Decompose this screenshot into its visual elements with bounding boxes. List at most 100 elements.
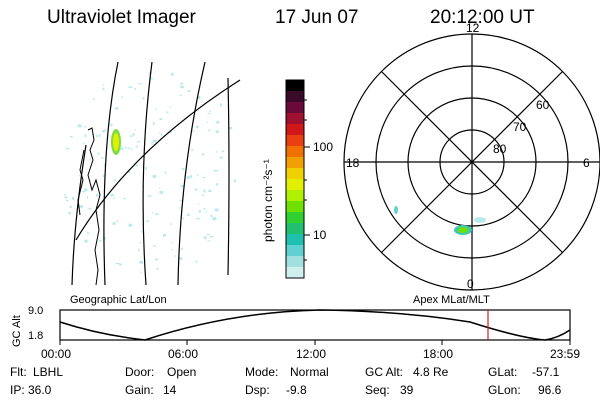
speckle: [123, 197, 126, 200]
speckle: [84, 239, 88, 243]
speckle: [83, 126, 87, 128]
time-label: 20:12:00 UT: [430, 7, 535, 28]
speckle: [128, 223, 133, 227]
speckle: [110, 123, 113, 127]
speckle: [152, 122, 155, 125]
speckle: [103, 84, 105, 86]
speckle: [181, 247, 183, 250]
speckle: [212, 217, 217, 221]
colorbar-stripe: [286, 157, 304, 169]
status-ip-label: IP:: [10, 383, 25, 397]
speckle: [213, 170, 217, 172]
speckle: [135, 145, 139, 148]
speckle: [66, 200, 69, 202]
status-flt-value: LBHL: [33, 365, 64, 379]
speckle: [169, 106, 172, 108]
speckle: [208, 129, 211, 132]
status-ip-value: 36.0: [28, 383, 52, 397]
speckle: [164, 171, 167, 174]
speckle: [171, 248, 173, 251]
speckle: [72, 197, 75, 200]
speckle: [138, 248, 140, 252]
colorbar-stripe: [286, 102, 304, 114]
speckle: [179, 257, 183, 260]
status-mode-label: Mode:: [245, 365, 279, 379]
speckle: [137, 83, 142, 85]
speckle: [101, 157, 104, 159]
colorbar: [285, 79, 310, 279]
speckle: [197, 96, 201, 99]
speckle: [203, 236, 207, 240]
speckle: [171, 242, 174, 244]
speckle: [114, 107, 119, 110]
speckle: [182, 168, 185, 170]
status-gain-label: Gain:: [125, 383, 154, 397]
speckle: [155, 213, 159, 215]
speckle: [174, 255, 176, 257]
speckle: [87, 232, 89, 235]
speckle: [180, 82, 183, 85]
speckle: [228, 215, 231, 217]
lat-label-60: 60: [536, 98, 550, 112]
speckle: [136, 164, 139, 167]
speckle: [89, 158, 91, 161]
speckle: [110, 194, 114, 197]
speckle: [195, 217, 200, 220]
speckle: [65, 148, 70, 150]
speckle: [209, 235, 214, 238]
colorbar-unit-label: photon cm⁻²s⁻¹: [261, 159, 275, 242]
status-seq-label: Seq:: [365, 383, 390, 397]
speckle: [99, 240, 102, 242]
speckle: [79, 205, 83, 208]
polar-plot: [343, 33, 600, 291]
speckle: [154, 108, 157, 110]
speckle: [151, 143, 154, 145]
colorbar-stripe: [286, 113, 304, 125]
speckle: [147, 195, 152, 197]
speckle: [82, 191, 86, 193]
speckle: [206, 234, 211, 236]
speckle: [158, 132, 161, 134]
speckle: [82, 142, 85, 145]
speckle: [215, 208, 219, 212]
speckle: [148, 72, 151, 74]
speckle: [169, 131, 172, 134]
speckle: [119, 263, 122, 266]
speckle: [160, 133, 163, 137]
speckle: [64, 196, 68, 199]
speckle: [79, 174, 81, 177]
lat-label-80: 80: [493, 142, 507, 156]
speckle: [205, 210, 207, 213]
speckle: [140, 271, 142, 274]
speckle: [104, 128, 106, 130]
colorbar-stripe: [286, 212, 304, 224]
colorbar-stripe: [286, 179, 304, 191]
speckle: [113, 179, 116, 182]
status-glat-label: GLat:: [488, 365, 518, 379]
colorbar-stripe: [286, 201, 304, 213]
speckle: [68, 212, 72, 215]
status-flt-label: Flt:: [10, 365, 27, 379]
speckle: [159, 190, 164, 194]
altitude-xtick-0600: 06:00: [168, 347, 199, 361]
speckle: [233, 179, 237, 183]
speckle: [134, 88, 137, 90]
status-glon-value: 96.6: [538, 383, 562, 397]
speckle: [128, 86, 133, 88]
status-seq-value: 39: [400, 383, 414, 397]
speckle: [229, 127, 233, 130]
speckle: [222, 150, 224, 153]
speckle: [170, 223, 172, 226]
instrument-title: Ultraviolet Imager: [47, 7, 196, 28]
status-glon-label: GLon:: [488, 383, 521, 397]
speckle: [179, 94, 182, 96]
speckle: [112, 197, 116, 199]
geographic-caption: Geographic Lat/Lon: [70, 294, 167, 306]
speckle: [159, 118, 163, 121]
speckle: [196, 125, 199, 129]
colorbar-stripe: [286, 234, 304, 246]
colorbar-tick-100: 100: [313, 140, 334, 154]
speckle: [64, 193, 66, 196]
status-gain-value: 14: [163, 383, 177, 397]
speckle: [69, 205, 72, 208]
